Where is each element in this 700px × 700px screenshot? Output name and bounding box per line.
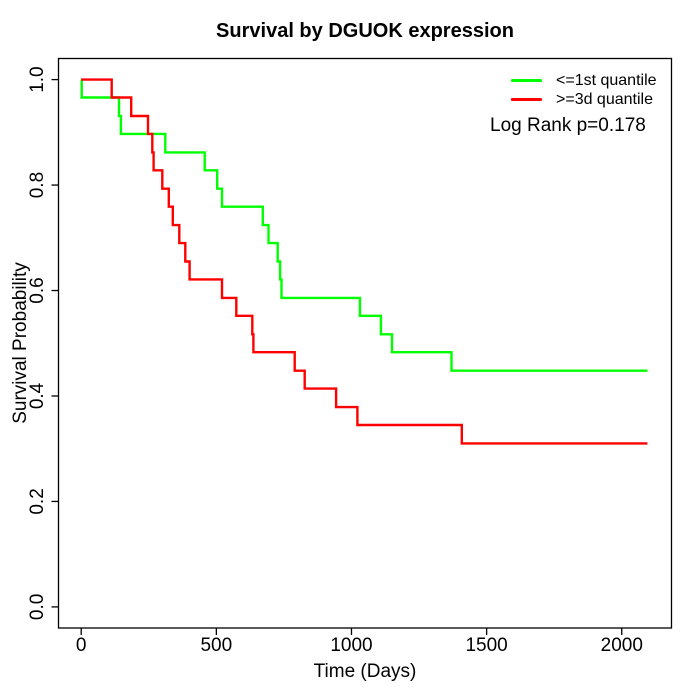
survival-curve-first-quantile bbox=[80, 78, 648, 372]
x-tick-label: 1500 bbox=[465, 635, 507, 656]
legend-label-third-quantile: >=3d quantile bbox=[556, 91, 653, 108]
y-tick-label: 0.6 bbox=[27, 277, 48, 303]
y-axis-label: Survival Probability bbox=[10, 262, 31, 424]
legend-label-first-quantile: <=1st quantile bbox=[556, 72, 657, 89]
y-tick-label: 0.2 bbox=[27, 488, 48, 514]
y-tick-label: 1.0 bbox=[27, 66, 48, 92]
y-tick-label: 0.4 bbox=[27, 382, 48, 409]
x-tick-label: 500 bbox=[200, 635, 232, 656]
plot-border bbox=[57, 57, 673, 629]
y-tick-label: 0.8 bbox=[27, 172, 48, 198]
x-axis-label: Time (Days) bbox=[313, 661, 417, 682]
legend-line-first-quantile-icon bbox=[511, 79, 542, 82]
chart-title: Survival by DGUOK expression bbox=[216, 20, 514, 42]
x-tick-label: 1000 bbox=[330, 635, 372, 656]
y-tick-label: 0.0 bbox=[27, 594, 48, 620]
x-tick-label: 2000 bbox=[601, 635, 643, 656]
log-rank-annotation: Log Rank p=0.178 bbox=[490, 115, 646, 136]
x-tick-label: 0 bbox=[76, 635, 87, 656]
survival-curve-third-quantile bbox=[81, 78, 648, 445]
legend-line-third-quantile-icon bbox=[511, 98, 542, 101]
